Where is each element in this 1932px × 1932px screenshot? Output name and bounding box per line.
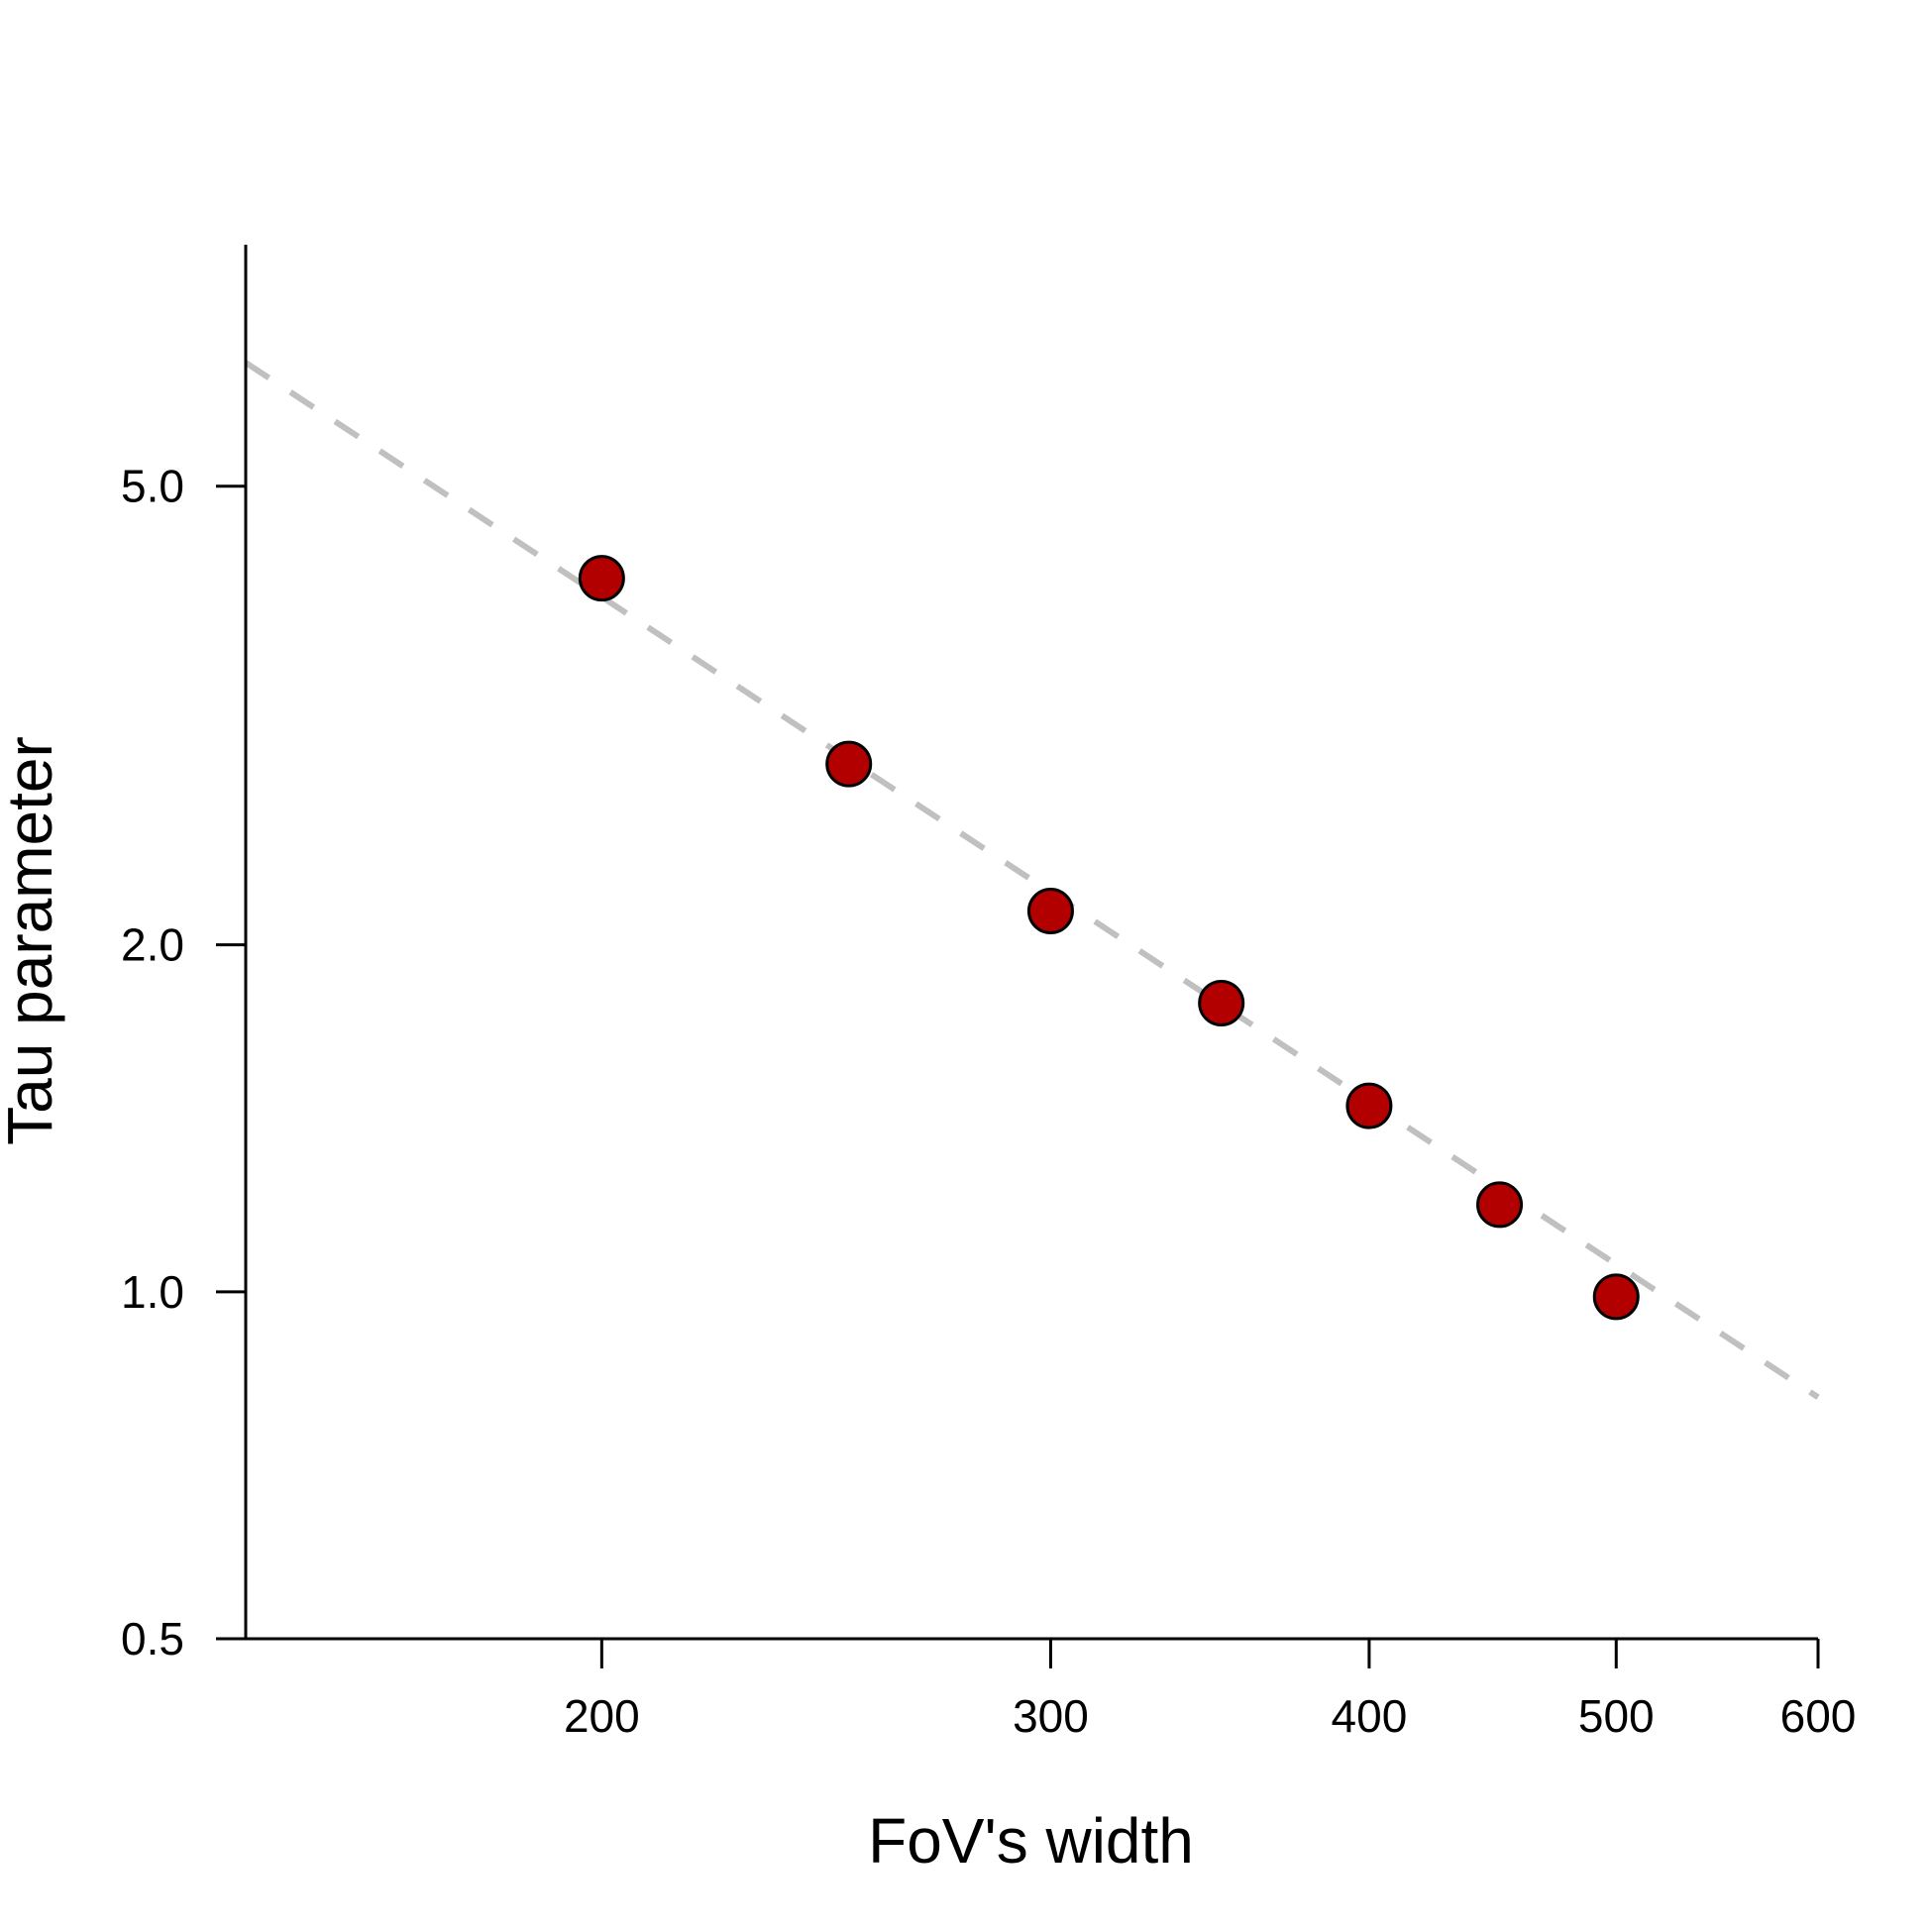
x-tick-label: 500 xyxy=(1578,1690,1655,1742)
data-point xyxy=(1198,980,1245,1027)
plot-area xyxy=(244,360,1820,1400)
x-axis-title: FoV's width xyxy=(868,1805,1194,1877)
fit-line xyxy=(244,360,1820,1400)
data-point xyxy=(1476,1181,1524,1229)
data-point xyxy=(1026,887,1074,934)
y-axis-title: Tau parameter xyxy=(0,736,65,1145)
data-point xyxy=(825,740,873,788)
data-point xyxy=(1345,1082,1393,1129)
axes: 200 300 400 500 600 0.5 1.0 2.0 5.0 xyxy=(121,245,1856,1742)
x-tick-label: 400 xyxy=(1332,1690,1408,1742)
y-tick-label: 1.0 xyxy=(121,1266,184,1318)
x-tick-label: 600 xyxy=(1780,1690,1857,1742)
x-tick-label: 200 xyxy=(564,1690,640,1742)
y-tick-label: 0.5 xyxy=(121,1613,184,1664)
data-point xyxy=(578,555,625,602)
x-tick-label: 300 xyxy=(1013,1690,1089,1742)
data-point xyxy=(1592,1273,1640,1321)
y-tick-label: 2.0 xyxy=(121,919,184,971)
y-tick-label: 5.0 xyxy=(121,461,184,512)
